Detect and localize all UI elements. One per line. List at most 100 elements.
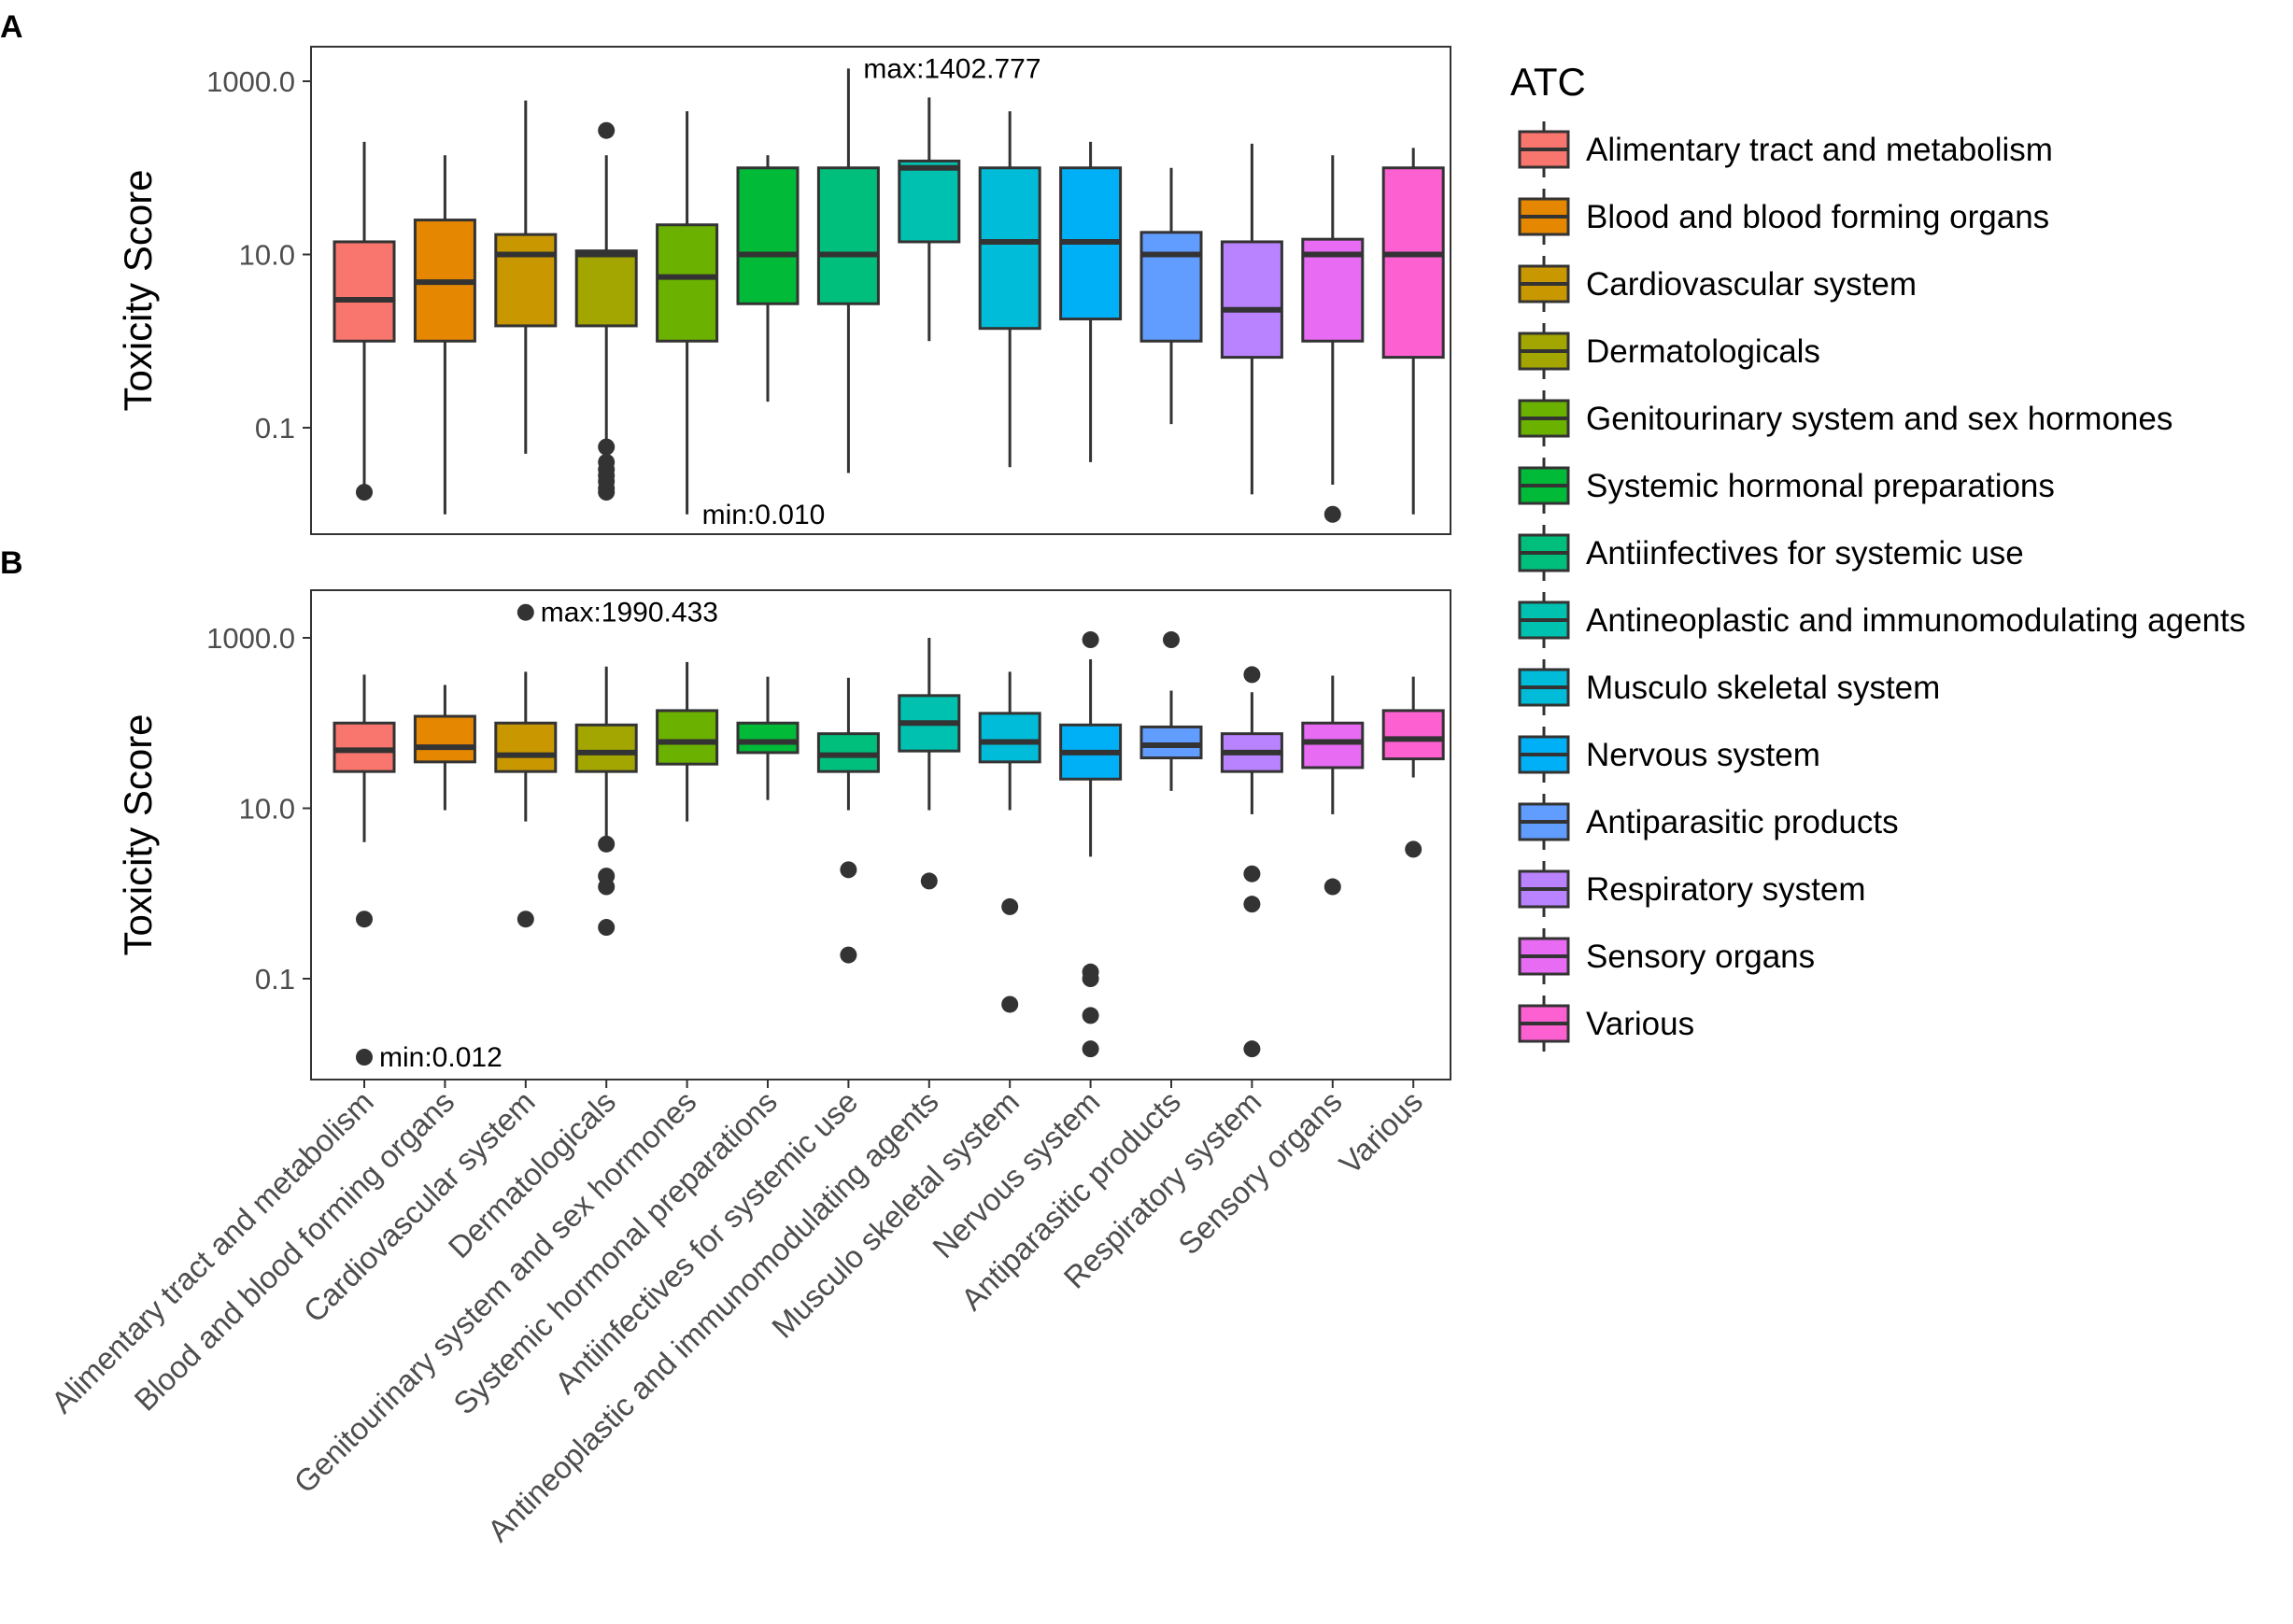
y-tick-label: 10.0	[239, 793, 295, 826]
box-iqr	[494, 721, 558, 773]
box-a-6	[736, 155, 800, 402]
box-a-7	[816, 68, 880, 473]
outlier-point	[517, 911, 534, 928]
box-iqr	[736, 166, 800, 305]
y-tick-label: 10.0	[239, 239, 295, 272]
outlier-point	[1243, 666, 1261, 684]
outlier-point	[920, 872, 938, 890]
legend-item: Antineoplastic and immunomodulating agen…	[1518, 592, 2245, 648]
box-a-3	[494, 100, 558, 454]
box-iqr	[816, 166, 880, 305]
outlier-point	[598, 919, 616, 937]
box-iqr	[333, 721, 396, 773]
box-a-4	[574, 121, 638, 501]
box-b-9	[978, 671, 1041, 1013]
box-b-7	[816, 677, 880, 964]
annotation-label: max:1402.777	[863, 53, 1040, 84]
box-a-11	[1139, 167, 1203, 425]
legend-label: Antiparasitic products	[1586, 804, 1899, 840]
panel-a-y-axis-label: Toxicity Score	[116, 169, 160, 411]
box-iqr	[1139, 231, 1203, 343]
legend-item: Alimentary tract and metabolism	[1518, 121, 2053, 177]
legend-label: Systemic hormonal preparations	[1586, 468, 2055, 504]
outlier-point	[1243, 896, 1261, 913]
outlier-point	[1001, 996, 1019, 1013]
panel-b-plot-frame	[310, 589, 1451, 1080]
outlier-point	[598, 835, 616, 853]
panel-a-letter: A	[0, 9, 23, 45]
outlier-point	[356, 484, 373, 501]
legend-label: Sensory organs	[1586, 939, 1815, 975]
box-a-2	[413, 155, 476, 515]
outlier-point	[1082, 1007, 1099, 1024]
outlier-point	[1001, 897, 1019, 915]
outlier-point	[356, 1049, 373, 1066]
box-b-2	[413, 685, 476, 811]
box-iqr	[656, 223, 719, 343]
y-tick-label: 1000.0	[206, 622, 295, 655]
panel-a-plot: 0.1 10.0 1000.0 max:1402.777 min:0.010	[206, 53, 1445, 530]
legend-label: Alimentary tract and metabolism	[1586, 132, 2053, 168]
outlier-point	[598, 878, 616, 896]
box-a-12	[1220, 143, 1283, 495]
box-iqr	[978, 166, 1041, 331]
legend-item: Antiparasitic products	[1518, 794, 1899, 850]
outlier-point	[1082, 1040, 1099, 1058]
box-b-12	[1220, 666, 1283, 1058]
legend: ATC Alimentary tract and metabolism Blood…	[1510, 60, 2245, 1052]
outlier-point	[1243, 865, 1261, 883]
legend-item: Blood and blood forming organs	[1518, 189, 2049, 245]
legend-label: Musculo skeletal system	[1586, 670, 1940, 706]
panel-b: B Toxicity Score 0.1 10.0 1000.0 max:1990.4…	[0, 545, 1451, 1080]
box-iqr	[1381, 709, 1445, 761]
box-iqr	[494, 233, 558, 328]
legend-item: Sensory organs	[1518, 928, 1815, 984]
x-tick-label: Alimentary tract and metabolism	[44, 1084, 379, 1419]
box-a-1	[333, 141, 396, 501]
legend-item: Dermatologicals	[1518, 323, 1820, 379]
y-tick-label: 0.1	[255, 963, 295, 996]
legend-label: Nervous system	[1586, 737, 1820, 773]
outlier-point	[1082, 970, 1099, 987]
box-iqr	[656, 709, 719, 766]
outlier-point	[598, 121, 616, 139]
legend-item: Cardiovascular system	[1518, 256, 1917, 312]
box-b-1	[333, 674, 396, 1066]
box-iqr	[333, 240, 396, 343]
legend-item: Antiinfectives for systemic use	[1518, 525, 2024, 581]
box-a-14	[1381, 148, 1445, 515]
box-b-4	[574, 666, 638, 937]
x-tick-label: Various	[1333, 1084, 1430, 1181]
outlier-point	[1243, 1040, 1261, 1058]
annotation-label: max:1990.433	[541, 598, 718, 628]
box-b-10	[1059, 631, 1123, 1058]
outlier-point	[840, 946, 857, 964]
outlier-point	[1082, 631, 1099, 649]
box-b-5	[656, 661, 719, 822]
box-b-11	[1139, 631, 1203, 791]
legend-label: Cardiovascular system	[1586, 266, 1917, 303]
box-iqr	[1381, 166, 1445, 360]
panel-a-plot-frame	[310, 46, 1451, 535]
legend-item: Systemic hormonal preparations	[1518, 458, 2055, 514]
box-a-10	[1059, 141, 1123, 462]
legend-item: Genitourinary system and sex hormones	[1518, 390, 2173, 446]
outlier-point	[1163, 631, 1180, 649]
legend-item: Musculo skeletal system	[1518, 659, 1940, 715]
outlier-point	[840, 861, 857, 879]
box-a-5	[656, 111, 719, 515]
box-iqr	[978, 712, 1041, 764]
legend-label: Genitourinary system and sex hormones	[1586, 401, 2173, 437]
legend-label: Blood and blood forming organs	[1586, 199, 2049, 235]
box-iqr	[898, 159, 961, 244]
box-a-13	[1301, 155, 1365, 523]
outlier-point	[356, 911, 373, 928]
panel-b-plot: 0.1 10.0 1000.0 max:1990.433 min:0.012	[206, 598, 1445, 1073]
legend-label: Antineoplastic and immunomodulating agen…	[1586, 602, 2245, 639]
legend-label: Various	[1586, 1006, 1694, 1042]
legend-item: Respiratory system	[1518, 861, 1866, 917]
box-b-14	[1381, 676, 1445, 858]
box-iqr	[574, 723, 638, 773]
